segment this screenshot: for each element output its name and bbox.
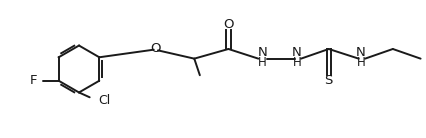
Text: N: N: [291, 46, 301, 59]
Text: N: N: [355, 46, 365, 59]
Text: N: N: [257, 46, 267, 59]
Text: O: O: [150, 43, 161, 55]
Text: H: H: [258, 56, 266, 69]
Text: H: H: [292, 56, 300, 69]
Text: Cl: Cl: [98, 94, 110, 107]
Text: H: H: [356, 56, 364, 69]
Text: O: O: [223, 18, 233, 31]
Text: S: S: [324, 74, 332, 87]
Text: F: F: [30, 74, 37, 87]
